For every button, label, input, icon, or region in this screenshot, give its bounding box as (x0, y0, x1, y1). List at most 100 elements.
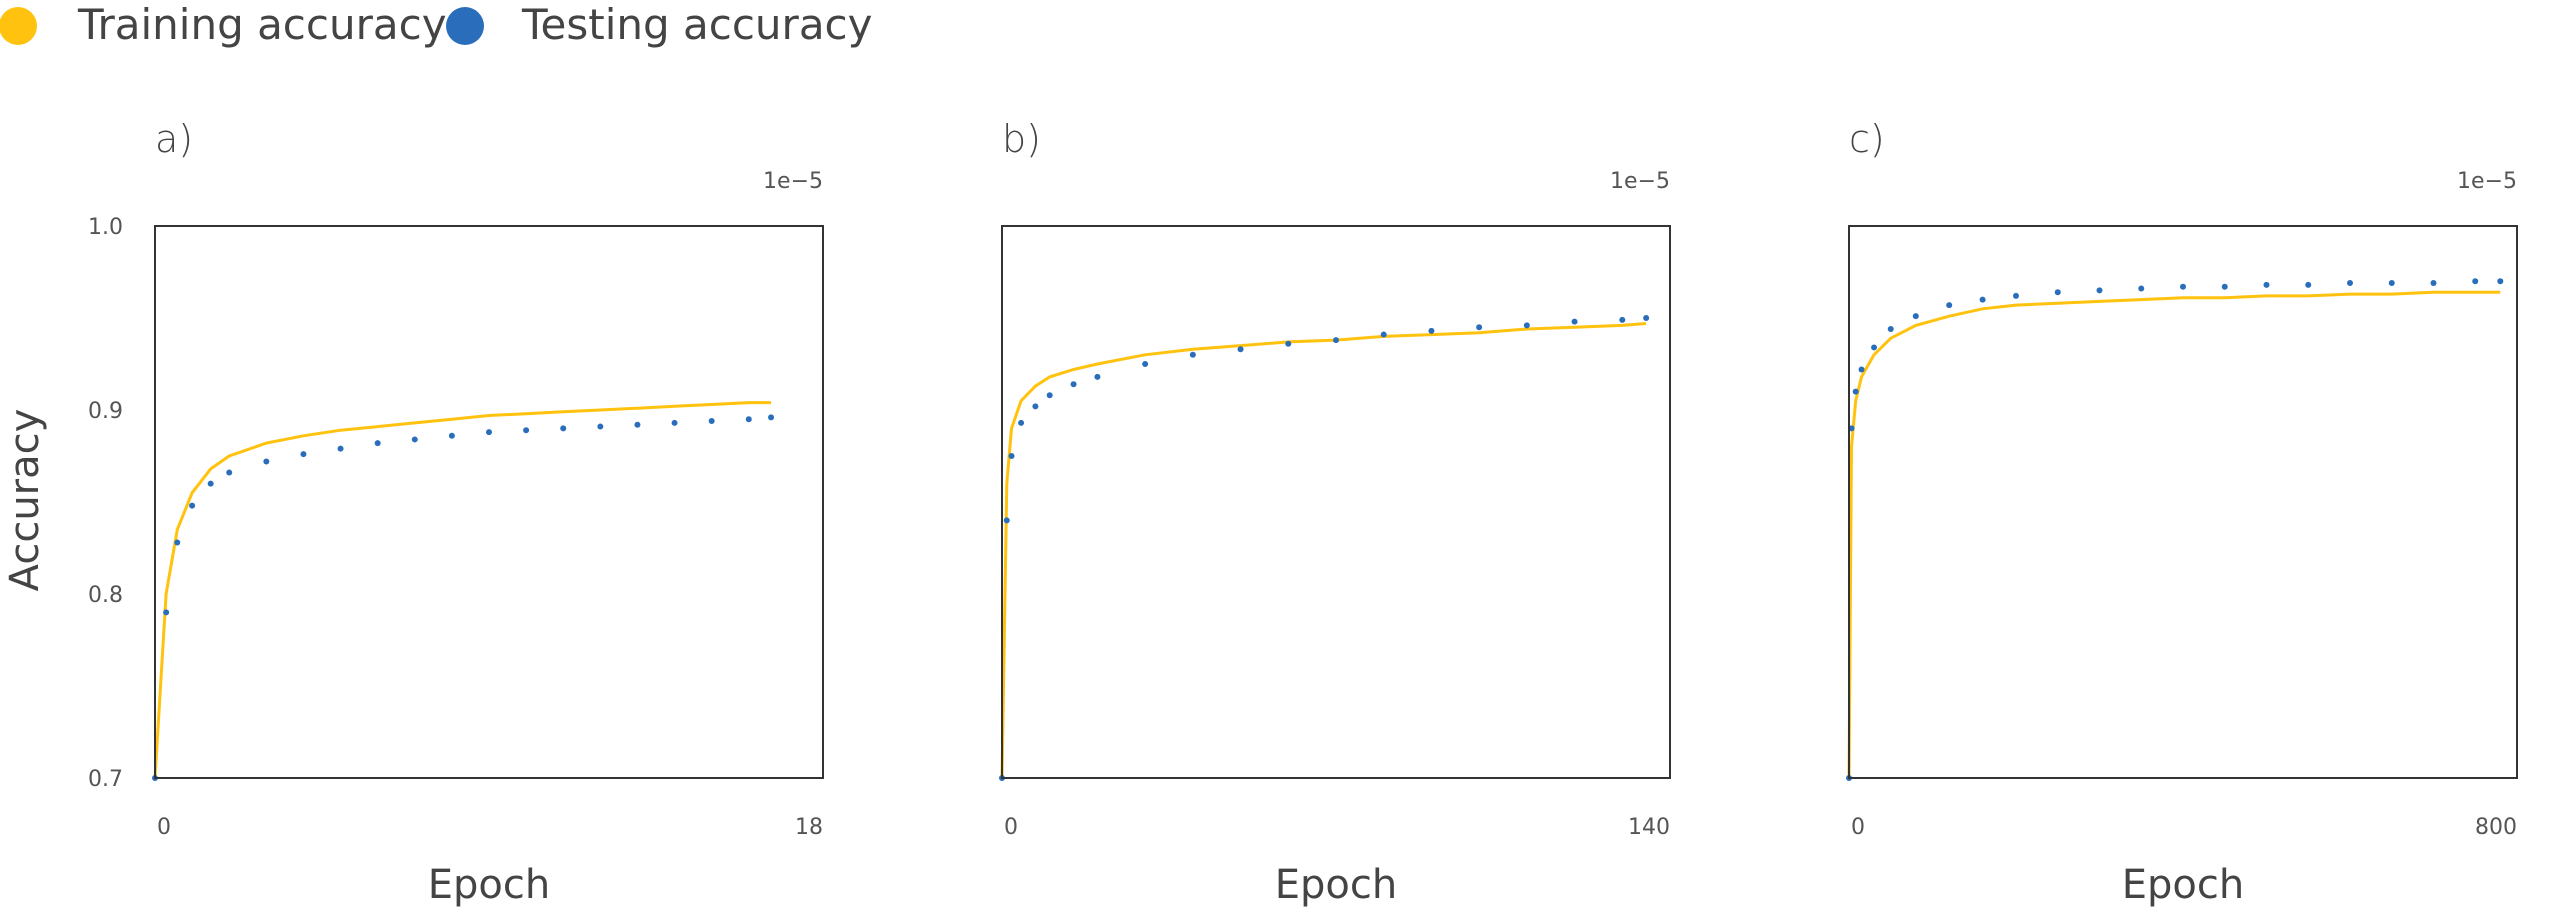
data-point (189, 502, 196, 509)
data-point (300, 451, 307, 458)
data-point (1523, 322, 1530, 329)
data-point (560, 425, 567, 432)
data-point (1237, 346, 1244, 353)
data-point (2497, 278, 2504, 285)
data-point (2472, 278, 2479, 285)
data-point (1189, 351, 1196, 358)
data-point (1008, 453, 1015, 459)
x-axis-label: Epoch (2122, 862, 2244, 907)
data-point (1046, 392, 1053, 399)
data-point (1946, 302, 1953, 309)
data-point (374, 440, 381, 447)
legend-marker (446, 7, 484, 45)
data-point (2263, 281, 2270, 288)
data-point (1380, 331, 1387, 338)
data-point (2347, 280, 2353, 287)
data-point (1018, 419, 1025, 426)
data-point (2013, 292, 2019, 299)
legend-label: Testing accuracy (521, 0, 873, 49)
data-point (671, 419, 678, 426)
data-point (1142, 361, 1149, 367)
data-point (486, 429, 492, 436)
series-training (1000, 322, 1647, 779)
panel-label: c) (1849, 117, 1885, 161)
data-point (1032, 403, 1039, 410)
data-point (768, 414, 775, 421)
panel-label: a) (155, 117, 193, 161)
data-point (207, 480, 214, 487)
plot-frame (1001, 225, 1671, 779)
data-point (2221, 283, 2228, 290)
data-point (1094, 373, 1101, 380)
series-testing (999, 315, 1650, 781)
x-axis-label: Epoch (428, 862, 550, 907)
data-point (2180, 283, 2186, 290)
data-point (634, 421, 641, 428)
data-point (1476, 324, 1483, 331)
data-point (263, 458, 270, 465)
series-training (153, 401, 772, 779)
series-line (1000, 322, 1647, 779)
series-testing (1846, 278, 2504, 781)
data-point (448, 432, 455, 439)
data-point (2430, 280, 2437, 287)
data-point (174, 539, 181, 546)
legend-item: Testing accuracy (446, 0, 873, 49)
series-training (1847, 290, 2501, 779)
data-point (1912, 313, 1919, 320)
legend-label: Training accuracy (77, 0, 447, 49)
data-point (1643, 315, 1650, 321)
x-axis-label: Epoch (1275, 862, 1397, 907)
data-point (2305, 281, 2312, 288)
data-point (2388, 280, 2395, 287)
data-point (226, 469, 233, 476)
series-line (153, 401, 771, 779)
x-tick-label: 0 (1004, 815, 1018, 840)
legend-item: Training accuracy (0, 0, 447, 49)
data-point (1619, 316, 1626, 323)
y-axis-label: Accuracy (2, 409, 48, 592)
data-point (523, 427, 530, 434)
data-point (1852, 388, 1859, 395)
data-point (1979, 296, 1986, 303)
data-point (708, 418, 715, 425)
data-point (1285, 340, 1292, 347)
data-point (1571, 318, 1578, 325)
x-tick-label: 0 (1851, 815, 1865, 840)
series-testing (152, 414, 775, 781)
data-point (1848, 425, 1855, 432)
data-point (411, 436, 418, 443)
data-point (2096, 287, 2103, 294)
y-tick-label: 1.0 (88, 215, 123, 240)
data-point (1871, 344, 1878, 351)
chart-panel: c) 1e−5 0 800 Epoch (1846, 117, 2518, 907)
y-tick-label: 0.9 (88, 399, 123, 424)
data-point (1070, 381, 1077, 388)
data-point (1428, 327, 1435, 334)
x-tick-label: 18 (795, 815, 823, 840)
x-tick-label: 140 (1628, 815, 1670, 840)
x-tick-label: 0 (157, 815, 171, 840)
x-scale-label: 1e−5 (1610, 169, 1670, 194)
data-point (1887, 326, 1894, 333)
x-scale-label: 1e−5 (2457, 169, 2517, 194)
data-point (163, 609, 170, 616)
plot-frame (1848, 225, 2518, 779)
data-point (337, 445, 344, 452)
chart-panel: b) 1e−5 0 140 Epoch (999, 117, 1671, 907)
data-point (1858, 366, 1865, 373)
y-tick-label: 0.7 (88, 767, 123, 792)
plot-frame (154, 225, 824, 779)
data-point (1333, 337, 1339, 344)
data-point (745, 416, 752, 423)
data-point (2138, 285, 2145, 292)
chart-panel: a) 1e−5 0.7 0.8 0.9 1.0 0 18 Epoch (88, 117, 824, 907)
x-tick-label: 800 (2475, 815, 2517, 840)
panel-label: b) (1002, 117, 1041, 161)
data-point (597, 423, 604, 430)
x-scale-label: 1e−5 (763, 169, 823, 194)
series-line (1847, 290, 2501, 779)
legend-marker (0, 7, 37, 45)
y-tick-label: 0.8 (88, 583, 123, 608)
